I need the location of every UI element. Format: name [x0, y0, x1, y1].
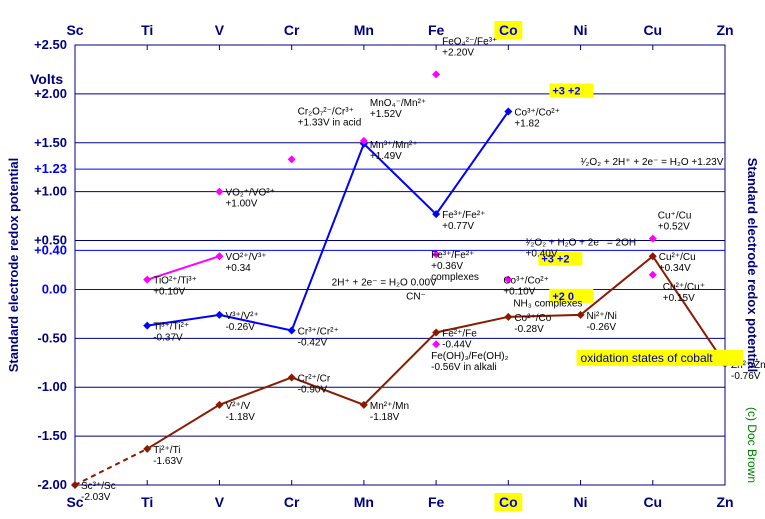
data-point: [432, 70, 440, 78]
point-label: Fe²⁺/Fe-0.44V: [442, 328, 477, 350]
element-label: Ni: [574, 22, 588, 38]
point-label: MnO₄⁻/Mn²⁺+1.52V: [370, 98, 426, 120]
point-label: Cr₂O₇²⁻/Cr³⁺+1.33V in acid: [298, 106, 362, 128]
element-label: Sc: [66, 22, 83, 38]
element-label: Ni: [574, 494, 588, 510]
element-label: V: [215, 22, 225, 38]
point-label: VO²⁺/V³⁺+0.34: [225, 252, 266, 274]
svg-text:¹⁄₂O₂ + 2H⁺ + 2e⁻ = H₂O +1.23: ¹⁄₂O₂ + 2H⁺ + 2e⁻ = H₂O +1.23V: [581, 157, 724, 168]
point-label: V²⁺/V-1.18V: [225, 401, 255, 423]
ytick-label: +1.00: [34, 184, 67, 199]
ytick-label: +1.50: [34, 135, 67, 150]
element-label: Mn: [354, 494, 374, 510]
point-label: Co³⁺/Co²⁺+1.82: [514, 107, 560, 129]
y-axis-title-left: Standard electrode redox potential: [6, 158, 21, 373]
element-label: Zn: [716, 22, 733, 38]
point-label: VO₂⁺/VO²⁺+1.00V: [225, 188, 274, 210]
svg-text:2H⁺ + 2e⁻ = H₂O 0.00V: 2H⁺ + 2e⁻ = H₂O 0.00V: [332, 277, 437, 288]
point-label: Fe³⁺/Fe²⁺+0.77V: [442, 210, 485, 232]
element-label: Zn: [716, 494, 733, 510]
element-label: Ti: [141, 22, 153, 38]
point-label: Sc³⁺/Sc-2.03V: [81, 481, 116, 503]
ytick-label: +2.50: [34, 37, 67, 52]
point-label: Ni²⁺/Ni-0.26V: [587, 311, 617, 333]
element-label: Co: [499, 494, 518, 510]
ytick-label: -1.00: [37, 379, 67, 394]
point-label: Fe(OH)₃/Fe(OH)₂-0.56V in alkali: [431, 351, 509, 373]
point-label: V³⁺/V²⁺-0.26V: [225, 311, 258, 333]
point-label: Mn²⁺/Mn-1.18V: [370, 401, 409, 423]
element-label: Ti: [141, 494, 153, 510]
point-label: Ti³⁺/Ti²⁺-0.37V: [153, 322, 189, 344]
ytick-label: +0.40: [34, 242, 67, 257]
element-label: Cu: [643, 494, 662, 510]
element-label: V: [215, 494, 225, 510]
element-label: Co: [499, 22, 518, 38]
point-label: Ti²⁺/Ti-1.63V: [153, 445, 183, 467]
point-label: Cu²⁺/Cu⁺+0.15V: [663, 282, 705, 304]
point-label: Cr²⁺/Cr-0.90V: [298, 373, 331, 395]
redox-chart: +2.50+2.00+1.50+1.23+1.00+0.50+0.400.00-…: [0, 0, 765, 519]
ytick-label: 0.00: [42, 281, 67, 296]
data-point: [288, 155, 296, 163]
ytick-label: -0.50: [37, 330, 67, 345]
copyright: (c) Doc Brown: [745, 407, 759, 483]
data-point: [432, 340, 440, 348]
point-label: ¹⁄₂O₂ + H₂O + 2e⁻ = 2OH⁻+0.40V: [526, 237, 642, 259]
point-label: Cu²⁺/Cu+0.34V: [659, 252, 696, 274]
series-line-dash: [75, 449, 147, 485]
element-label: Cr: [284, 22, 300, 38]
point-label: Fe³⁺/Fe²⁺+0.36Vcomplexes: [431, 250, 479, 283]
point-label: NH₃ complexes: [513, 298, 582, 309]
ytick-label: -2.00: [37, 477, 67, 492]
point-label: Cr³⁺/Cr²⁺-0.42V: [298, 327, 339, 349]
data-point: [649, 271, 657, 279]
element-label: Fe: [428, 494, 445, 510]
oxidation-badge: +3 +2: [552, 85, 580, 97]
point-label: Mn³⁺/Mn²⁺+1.49V: [370, 140, 418, 162]
ytick-label: +1.23: [34, 161, 67, 176]
free-label: Volts: [30, 71, 63, 87]
ytick-label: +2.00: [34, 86, 67, 101]
y-axis-title-right: Standard electrode redox potential: [745, 158, 760, 373]
data-point: [649, 235, 657, 243]
point-label: Co³⁺/Co²⁺+0.10V: [503, 276, 549, 298]
point-label: TiO²⁺/Ti³⁺+0.10V: [153, 276, 197, 298]
free-label: oxidation states of cobalt: [581, 351, 714, 365]
point-label: CN⁻: [406, 291, 426, 302]
point-label: Cu⁺/Cu+0.52V: [658, 211, 692, 233]
element-label: Mn: [354, 22, 374, 38]
point-label: Co²⁺/Co-0.28V: [514, 313, 551, 335]
ytick-label: -1.50: [37, 428, 67, 443]
data-point: [215, 188, 223, 196]
element-label: Cr: [284, 494, 300, 510]
point-label: FeO₄²⁻/Fe³⁺+2.20V: [442, 36, 497, 58]
element-label: Cu: [643, 22, 662, 38]
